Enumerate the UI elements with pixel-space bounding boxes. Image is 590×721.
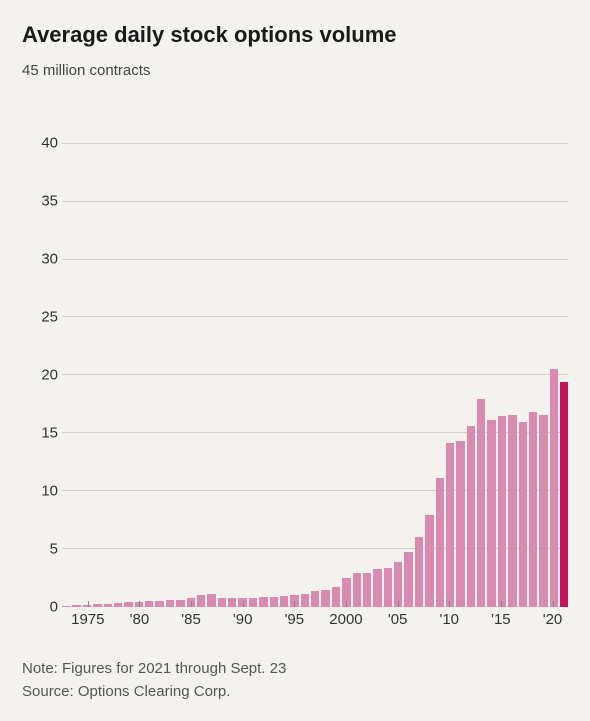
chart-source: Source: Options Clearing Corp. xyxy=(22,680,568,703)
x-tick-mark xyxy=(243,601,244,607)
x-tick-mark xyxy=(191,601,192,607)
chart-note: Note: Figures for 2021 through Sept. 23 xyxy=(22,657,568,680)
x-tick-label: '10 xyxy=(439,611,459,628)
x-tick-mark xyxy=(346,601,347,607)
x-tick-label: '80 xyxy=(130,611,150,628)
bar xyxy=(560,382,568,607)
x-tick-mark xyxy=(294,601,295,607)
bar xyxy=(498,416,506,606)
bar xyxy=(197,595,205,607)
x-tick-label: '15 xyxy=(491,611,511,628)
bar xyxy=(550,369,558,607)
bar xyxy=(529,412,537,607)
bar xyxy=(332,587,340,607)
y-tick-label: 40 xyxy=(41,134,58,151)
bar xyxy=(176,600,184,607)
x-tick-mark xyxy=(501,601,502,607)
bar xyxy=(436,478,444,607)
y-tick-label: 15 xyxy=(41,424,58,441)
y-tick-label: 25 xyxy=(41,308,58,325)
y-tick-label: 35 xyxy=(41,192,58,209)
y-tick-label: 10 xyxy=(41,482,58,499)
bar xyxy=(519,422,527,606)
bar xyxy=(363,573,371,607)
x-tick-mark xyxy=(139,601,140,607)
chart-title: Average daily stock options volume xyxy=(22,22,568,48)
x-tick-label: 2000 xyxy=(329,611,362,628)
bar xyxy=(321,590,329,607)
bar xyxy=(446,443,454,606)
x-tick-mark xyxy=(398,601,399,607)
bar xyxy=(487,420,495,607)
x-axis: 1975 '80 '85 '90 '95 2000 '05 '10 '15 '20 xyxy=(62,607,568,637)
y-tick-label: 30 xyxy=(41,250,58,267)
bar xyxy=(425,515,433,607)
bar xyxy=(280,596,288,607)
y-axis-top-label: 45 million contracts xyxy=(22,62,568,79)
bar xyxy=(508,415,516,606)
chart-footer: Note: Figures for 2021 through Sept. 23 … xyxy=(22,657,568,704)
bar xyxy=(477,399,485,606)
bar xyxy=(259,597,267,606)
bar xyxy=(228,598,236,607)
bar xyxy=(384,568,392,606)
bar xyxy=(301,594,309,606)
bar xyxy=(467,426,475,607)
y-tick-label: 0 xyxy=(50,598,58,615)
plot-area: 0 5 10 15 20 25 30 35 40 1975 '80 '85 '90 '95 2000 '05… xyxy=(22,85,568,637)
bar xyxy=(207,594,215,607)
x-tick-mark xyxy=(449,601,450,607)
bar xyxy=(218,598,226,606)
y-tick-label: 20 xyxy=(41,366,58,383)
bars xyxy=(62,85,568,607)
x-tick-mark xyxy=(553,601,554,607)
bar xyxy=(539,415,547,606)
bar xyxy=(311,591,319,606)
y-tick-label: 5 xyxy=(50,540,58,557)
chart-card: Average daily stock options volume 45 mi… xyxy=(0,0,590,721)
bar xyxy=(456,441,464,607)
x-tick-label: '90 xyxy=(233,611,253,628)
x-tick-label: '95 xyxy=(285,611,305,628)
x-tick-mark xyxy=(88,601,89,607)
bar xyxy=(270,597,278,607)
bar xyxy=(404,552,412,606)
x-tick-label: 1975 xyxy=(71,611,104,628)
bar xyxy=(249,598,257,607)
x-tick-label: '05 xyxy=(388,611,408,628)
bar xyxy=(415,537,423,607)
x-tick-label: '85 xyxy=(181,611,201,628)
bar xyxy=(353,573,361,606)
y-axis: 0510152025303540 xyxy=(22,85,58,607)
x-tick-label: '20 xyxy=(543,611,563,628)
bar xyxy=(373,569,381,606)
